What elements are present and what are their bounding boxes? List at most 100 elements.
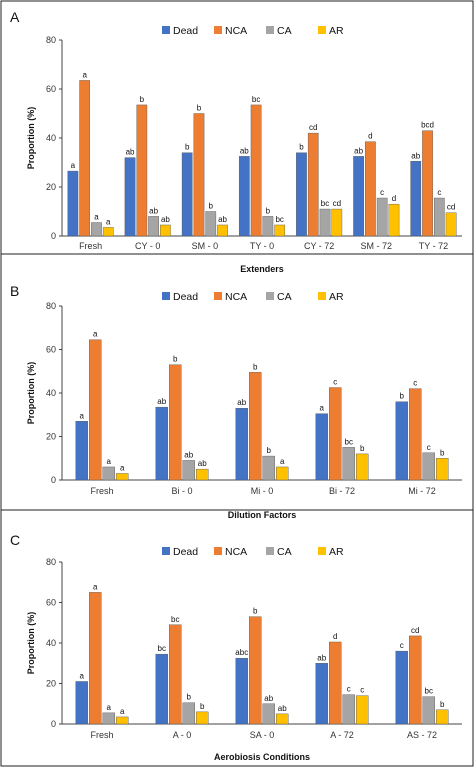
x-tick-label: A - 72 (330, 730, 354, 740)
bar-ar (276, 466, 289, 481)
bar-nca (79, 80, 91, 237)
significance-label: ab (240, 146, 249, 155)
legend-swatch-dead (162, 26, 170, 34)
bar-nca (136, 104, 148, 237)
significance-label: d (392, 194, 396, 203)
x-tick-label: Mi - 72 (408, 486, 436, 496)
significance-label: c (360, 686, 364, 695)
significance-label: a (120, 707, 125, 716)
legend-label-ar: AR (329, 291, 344, 303)
bar-ar (388, 203, 400, 237)
bar-nca (193, 113, 205, 237)
significance-label: a (80, 411, 85, 420)
significance-label: cd (447, 203, 455, 212)
y-axis-title: Proportion (%) (26, 362, 36, 425)
bar-ca (262, 703, 275, 725)
significance-label: b (200, 702, 205, 711)
y-tick-label: 80 (46, 301, 56, 311)
bar-dead (353, 156, 364, 237)
bar-nca (422, 130, 433, 237)
legend-swatch-ca (266, 26, 274, 34)
significance-label: ab (157, 397, 166, 406)
significance-label: ab (317, 653, 326, 662)
significance-label: c (437, 188, 441, 197)
significance-label: b (266, 206, 271, 215)
legend-label-dead: Dead (173, 25, 198, 37)
x-tick-label: SA - 0 (250, 730, 275, 740)
chart-panel-a: A 0 20 40 60 80 Proportion (%) Extenders Dead NCA… (10, 9, 462, 274)
bar-nca (307, 132, 319, 237)
legend-swatch-nca (214, 26, 222, 34)
x-tick-label: Fresh (90, 730, 113, 740)
x-tick-label: Bi - 72 (329, 486, 355, 496)
legend-label-nca: NCA (225, 291, 247, 303)
bar-nca (409, 388, 422, 481)
legend-label-ca: CA (277, 25, 292, 37)
legend-swatch-nca (214, 547, 222, 555)
bar-dead (296, 152, 307, 237)
bar-ar (116, 716, 129, 725)
y-tick-label: 40 (46, 638, 56, 648)
y-tick-label: 0 (51, 475, 56, 485)
significance-label: ab (411, 151, 420, 160)
bar-ar (276, 713, 289, 725)
bar-ca (91, 222, 102, 237)
chart-panel-b: B 0 20 40 60 80 Proportion (%) Dilution Factors… (1, 253, 473, 520)
bar-nca (169, 364, 182, 481)
legend-label-ar: AR (329, 25, 344, 37)
bar-dead (315, 413, 328, 481)
bar-ca (422, 696, 435, 725)
x-tick-label: Mi - 0 (251, 486, 274, 496)
y-axis-title: Proportion (%) (26, 107, 36, 170)
x-tick-label: TY - 0 (250, 241, 274, 251)
significance-label: b (440, 700, 445, 709)
bar-dead (155, 653, 168, 725)
significance-label: d (333, 632, 337, 641)
bar-ca (342, 447, 355, 481)
legend-label-nca: NCA (225, 25, 247, 37)
significance-label: ab (198, 459, 207, 468)
bar-ar (356, 453, 369, 481)
legend-label-ar: AR (329, 546, 344, 558)
bar-nca (250, 104, 262, 237)
bar-ca (422, 452, 435, 481)
significance-label: bc (275, 215, 283, 224)
significance-label: a (107, 457, 112, 466)
significance-label: ab (354, 146, 363, 155)
x-tick-label: CY - 72 (304, 241, 334, 251)
bar-ar (217, 224, 228, 237)
significance-label: ab (264, 694, 273, 703)
y-tick-label: 80 (46, 35, 56, 45)
significance-label: bc (252, 95, 260, 104)
panel-label: A (10, 9, 20, 25)
significance-label: b (140, 95, 145, 104)
significance-label: a (80, 671, 85, 680)
significance-label: abc (235, 648, 248, 657)
bar-ar (102, 227, 114, 237)
significance-label: ab (237, 398, 246, 407)
significance-label: bc (425, 687, 433, 696)
chart-panel-c: C 0 20 40 60 80 Proportion (%) Aerobiosis Condi… (1, 509, 473, 762)
bar-ca (148, 216, 159, 237)
bar-ca (102, 466, 115, 481)
significance-label: a (120, 463, 125, 472)
bar-ca (376, 197, 388, 237)
bar-ar (436, 709, 449, 725)
bar-ar (196, 468, 209, 481)
bar-dead (75, 681, 88, 725)
bar-ca (182, 702, 195, 725)
bar-dead (235, 657, 248, 725)
significance-label: a (107, 703, 112, 712)
legend-swatch-nca (214, 292, 222, 300)
x-tick-label: Fresh (90, 486, 113, 496)
bar-dead (124, 157, 136, 237)
y-tick-label: 20 (46, 679, 56, 689)
significance-label: b (185, 143, 190, 152)
significance-label: ab (278, 704, 287, 713)
significance-label: ab (184, 450, 193, 459)
panel-label: B (10, 283, 19, 299)
legend-swatch-dead (162, 547, 170, 555)
bar-ar (445, 212, 457, 237)
y-tick-label: 40 (46, 133, 56, 143)
x-axis-title: Aerobiosis Conditions (214, 752, 310, 762)
